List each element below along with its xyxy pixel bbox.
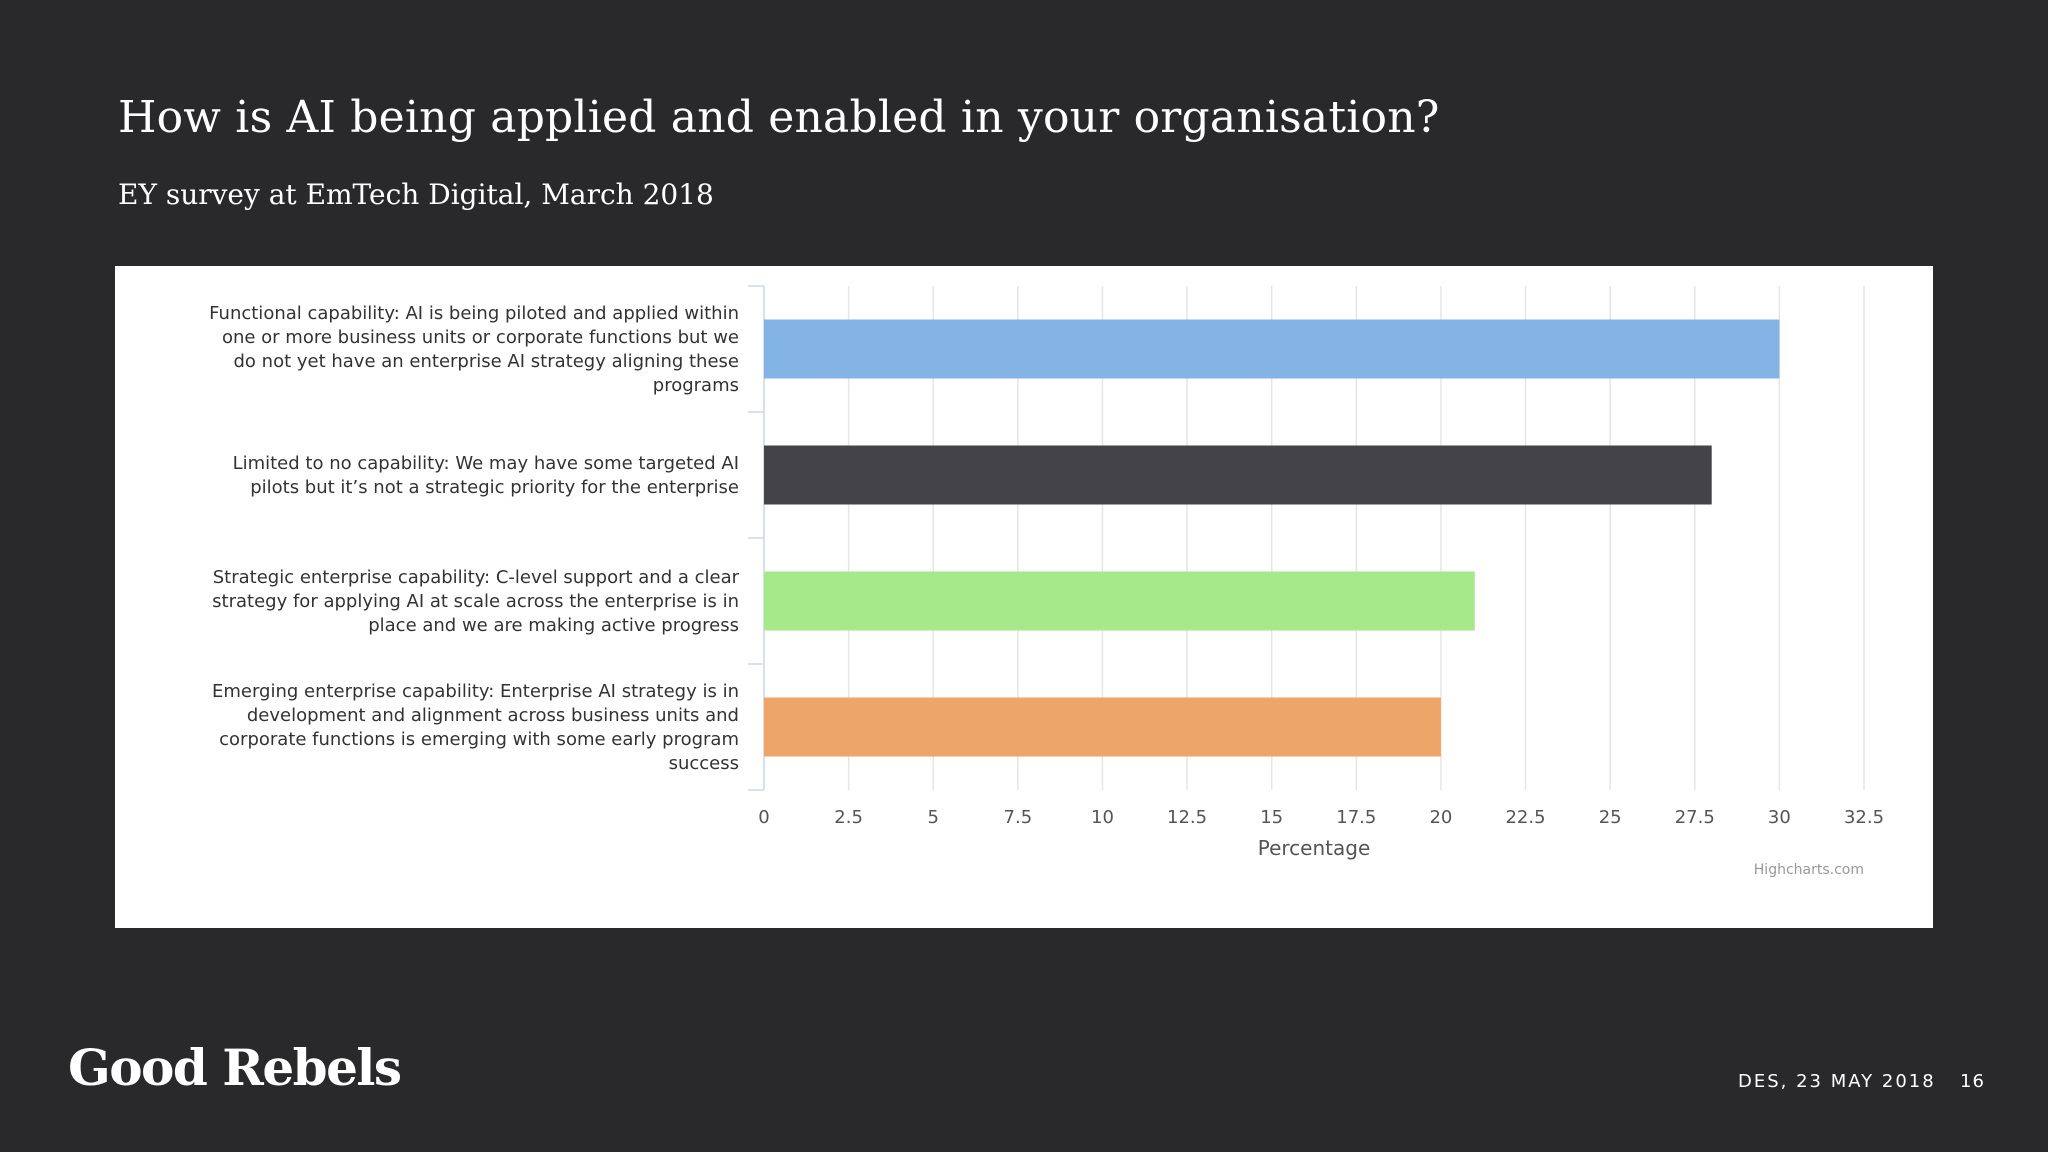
x-tick-label-6: 15 [1260, 807, 1283, 828]
bar-3 [764, 697, 1441, 757]
page-number: 16 [1960, 1071, 1985, 1092]
bar-chart: Functional capability: AI is being pilot… [209, 285, 1884, 878]
chart-credits: Highcharts.com [1754, 862, 1864, 878]
x-tick-label-5: 12.5 [1167, 807, 1207, 828]
category-label-2: Strategic enterprise capability: C-level… [212, 567, 739, 636]
x-tick-label-9: 22.5 [1505, 807, 1545, 828]
bar-0 [764, 319, 1780, 379]
brand-logo: Good Rebels [68, 1038, 402, 1097]
bar-1 [764, 445, 1712, 505]
category-label-3: Emerging enterprise capability: Enterpri… [212, 681, 739, 774]
x-tick-label-3: 7.5 [1004, 807, 1033, 828]
slide-subtitle: EY survey at EmTech Digital, March 2018 [118, 178, 714, 211]
slide-title: How is AI being applied and enabled in y… [118, 92, 1440, 143]
x-tick-label-0: 0 [758, 807, 769, 828]
x-tick-label-1: 2.5 [834, 807, 863, 828]
x-tick-label-13: 32.5 [1844, 807, 1884, 828]
x-tick-label-4: 10 [1091, 807, 1114, 828]
x-axis-title: Percentage [1258, 836, 1371, 860]
x-tick-label-7: 17.5 [1336, 807, 1376, 828]
bar-2 [764, 571, 1475, 631]
x-tick-label-12: 30 [1768, 807, 1791, 828]
x-tick-label-10: 25 [1599, 807, 1622, 828]
category-label-0: Functional capability: AI is being pilot… [209, 303, 739, 396]
chart-panel: Functional capability: AI is being pilot… [115, 266, 1933, 928]
x-tick-label-2: 5 [928, 807, 939, 828]
x-tick-label-11: 27.5 [1675, 807, 1715, 828]
category-label-1: Limited to no capability: We may have so… [233, 453, 739, 498]
footer-date: DES, 23 MAY 2018 [1738, 1071, 1936, 1092]
x-tick-label-8: 20 [1429, 807, 1452, 828]
